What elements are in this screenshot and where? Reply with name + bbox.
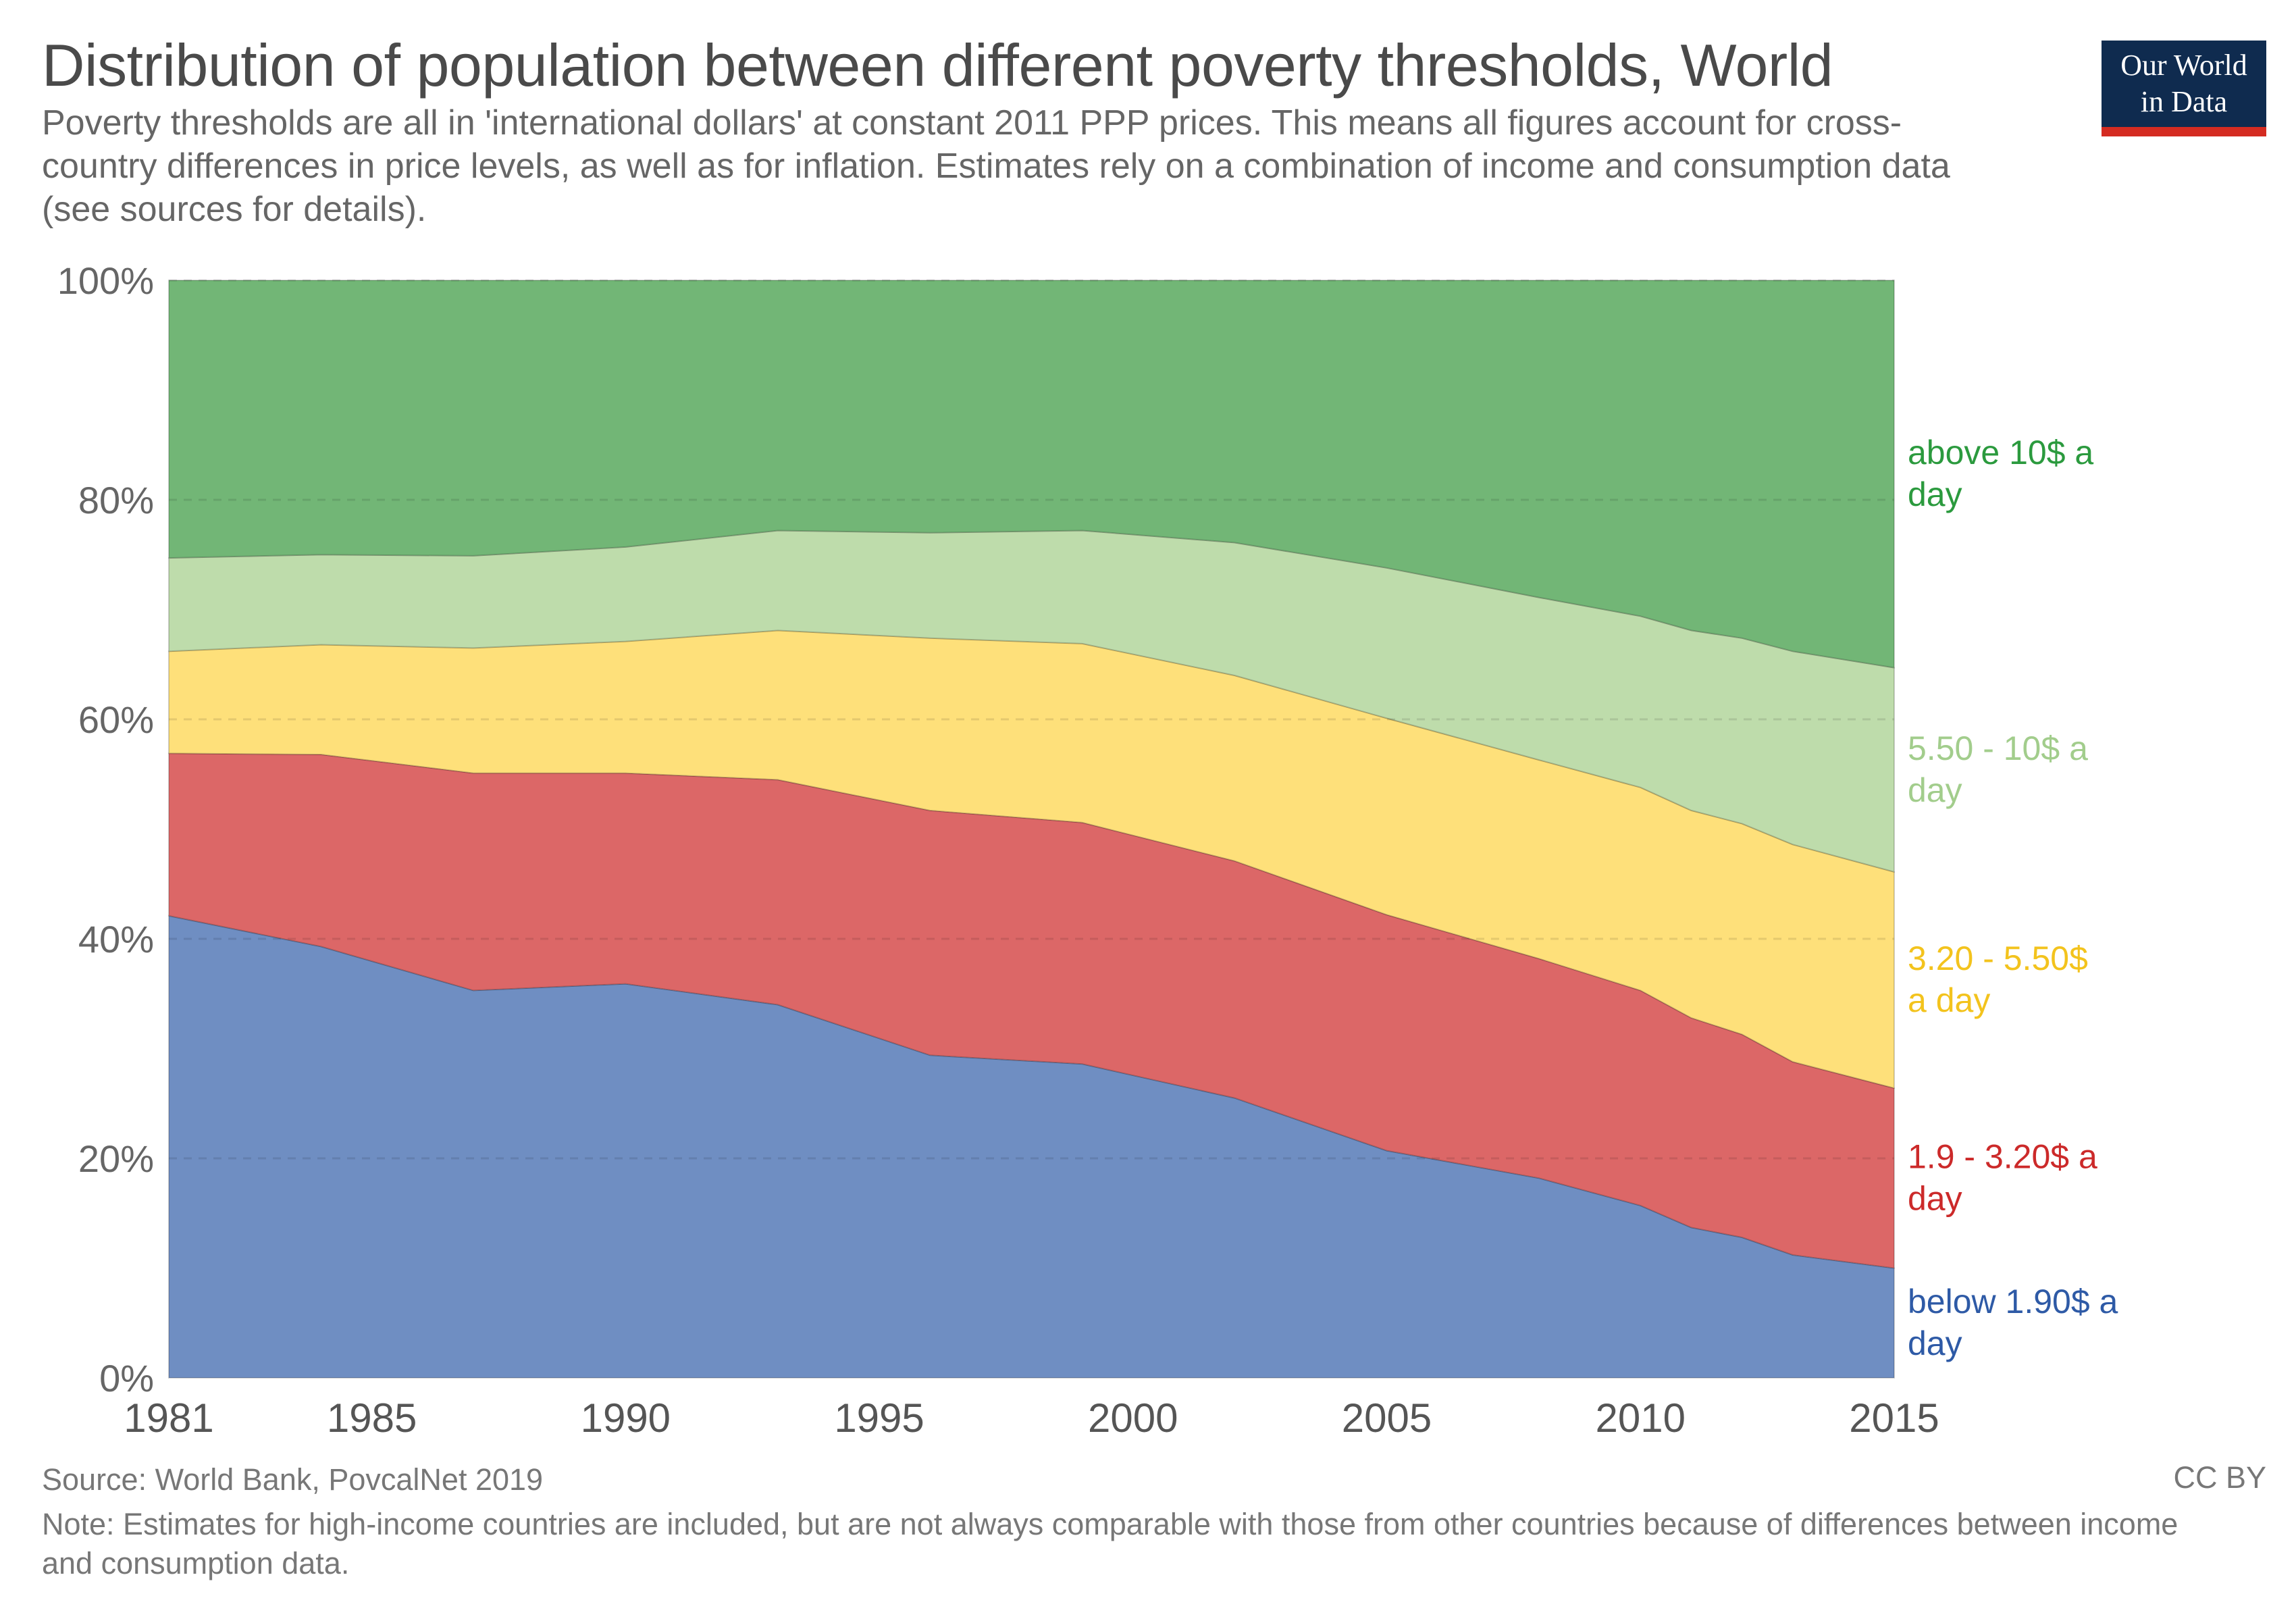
chart-subtitle: Poverty thresholds are all in 'internati…: [42, 103, 1950, 229]
x-tick-label: 1981: [124, 1395, 213, 1441]
x-axis-tick-labels: 1981 1985 1990 1995 2000 2005 2010 2015: [124, 1395, 1939, 1441]
series-label-below-1-90-a-day[interactable]: below 1.90$ a day: [1908, 1283, 2118, 1362]
y-tick-label: 60%: [78, 698, 154, 741]
y-tick-label: 0%: [99, 1357, 154, 1399]
chart-title: Distribution of population between diffe…: [42, 32, 1833, 99]
x-tick-label: 1990: [581, 1395, 671, 1441]
logo-line-2: in Data: [2140, 85, 2228, 118]
license-link[interactable]: CC BY: [2173, 1460, 2266, 1495]
area-above-10-a-day[interactable]: [168, 280, 1895, 669]
y-axis-tick-labels: 0% 20% 40% 60% 80% 100%: [57, 259, 154, 1399]
area-series-group: [168, 280, 1895, 1379]
x-tick-label: 1995: [834, 1395, 924, 1441]
y-tick-label: 100%: [57, 259, 154, 302]
y-tick-label: 20%: [78, 1137, 154, 1180]
note-text: Note: Estimates for high-income countrie…: [42, 1507, 2178, 1580]
owid-logo[interactable]: Our World in Data: [2102, 41, 2266, 136]
x-tick-label: 2015: [1849, 1395, 1939, 1441]
series-labels: below 1.90$ a day 1.9 - 3.20$ a day 3.20 - 5…: [1908, 434, 2118, 1362]
y-tick-label: 80%: [78, 479, 154, 521]
x-tick-label: 2000: [1088, 1395, 1178, 1441]
series-label-1-9-3-20-a-day[interactable]: 1.9 - 3.20$ a day: [1908, 1137, 2097, 1217]
series-label-5-50-10-a-day[interactable]: 5.50 - 10$ a day: [1908, 729, 2088, 809]
x-tick-label: 2010: [1596, 1395, 1686, 1441]
y-tick-label: 40%: [78, 918, 154, 960]
x-tick-label: 2005: [1342, 1395, 1432, 1441]
x-tick-label: 1985: [327, 1395, 417, 1441]
logo-line-1: Our World: [2120, 49, 2247, 82]
series-label-above-10-a-day[interactable]: above 10$ a day: [1908, 434, 2093, 513]
series-label-3-20-5-50-a-day[interactable]: 3.20 - 5.50$ a day: [1908, 940, 2088, 1019]
gridlines: [169, 279, 1894, 1160]
source-text: Source: World Bank, PovcalNet 2019: [42, 1462, 544, 1497]
